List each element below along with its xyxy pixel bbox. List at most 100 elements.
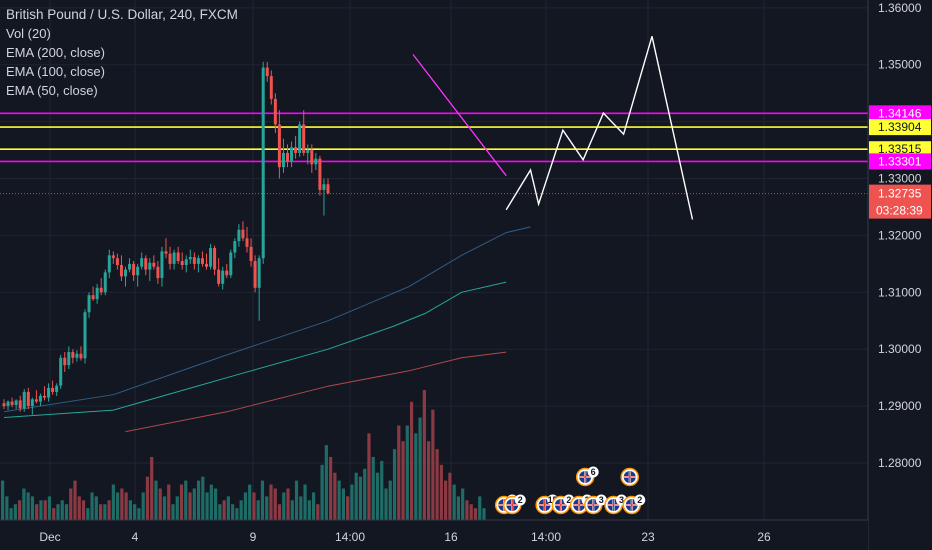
candle-down <box>286 152 289 162</box>
volume-bar <box>465 500 469 520</box>
uk-flag-icon[interactable] <box>620 467 639 487</box>
chart-legend: British Pound / U.S. Dollar, 240, FXCM V… <box>6 5 238 100</box>
event-markers[interactable]: 7215223326 <box>494 466 646 515</box>
candle-down <box>152 262 156 267</box>
uk-flag-icon[interactable]: 15 <box>535 494 559 515</box>
volume-bar <box>124 492 128 520</box>
volume-bar <box>52 508 56 520</box>
volume-bar <box>77 496 81 520</box>
candle-up <box>55 385 59 392</box>
volume-bar <box>277 504 282 520</box>
volume-bar <box>341 488 345 520</box>
indicator-ema-200[interactable]: EMA (200, close) <box>6 45 105 60</box>
volume-bar <box>39 500 43 520</box>
candle-down <box>144 258 148 270</box>
candle-down <box>253 261 257 288</box>
candle-up <box>22 391 26 409</box>
candles <box>2 61 330 415</box>
volume-bar <box>409 401 414 520</box>
horizontal-levels[interactable] <box>0 112 868 195</box>
ema-lines <box>3 226 531 433</box>
volume-bar <box>184 480 188 520</box>
volume-bar <box>86 508 90 520</box>
volume-bar <box>418 417 422 520</box>
event-count-badge <box>595 494 607 506</box>
candle-up <box>136 266 140 276</box>
volume-bar <box>375 472 380 520</box>
event-count: 3 <box>619 495 624 505</box>
volume-bar <box>320 464 324 520</box>
price-axis-background <box>868 0 932 550</box>
candle-down <box>10 401 14 405</box>
volume-bar <box>107 500 111 520</box>
volume-bar <box>256 500 260 520</box>
ema-200-line <box>125 351 507 433</box>
uk-flag-icon[interactable]: 3 <box>584 494 607 515</box>
volume-bar <box>482 508 486 520</box>
volume-bars <box>1 390 486 520</box>
candle-down <box>132 263 136 276</box>
volume-bar <box>469 504 473 520</box>
volume-bar <box>69 488 73 520</box>
price-tick-label: 1.29000 <box>878 399 922 413</box>
candle-up <box>290 147 294 162</box>
price-tick-label: 1.28000 <box>878 456 922 470</box>
indicator-ema-100[interactable]: EMA (100, close) <box>6 64 105 79</box>
price-tick-label: 1.33000 <box>878 172 922 186</box>
volume-bar <box>35 504 39 520</box>
volume-bar <box>427 441 431 520</box>
volume-bar <box>350 484 354 520</box>
uk-flag-icon[interactable]: 6 <box>575 466 599 487</box>
time-tick-label: 23 <box>641 530 655 544</box>
volume-bar <box>337 480 341 520</box>
candle-up <box>14 400 18 405</box>
candle-down <box>225 270 229 276</box>
candle-down <box>79 353 83 359</box>
candle-down <box>213 247 217 270</box>
volume-bar <box>269 484 273 520</box>
volume-bar <box>222 500 226 520</box>
volume-bar <box>30 496 35 520</box>
indicator-ema-50[interactable]: EMA (50, close) <box>6 83 98 98</box>
candle-up <box>306 150 310 153</box>
candle-up <box>160 251 164 279</box>
volume-bar <box>473 508 478 520</box>
volume-bar <box>9 508 13 520</box>
uk-flag-icon[interactable]: 2 <box>622 494 646 515</box>
candle-up <box>128 263 132 270</box>
volume-bar <box>133 504 137 520</box>
candle-down <box>265 67 269 77</box>
volume-bar <box>94 496 98 520</box>
symbol-title[interactable]: British Pound / U.S. Dollar, 240, FXCM <box>6 7 238 22</box>
indicator-volume[interactable]: Vol (20) <box>6 26 51 41</box>
candle-down <box>111 255 115 259</box>
volume-bar <box>290 500 294 520</box>
candle-down <box>43 395 46 398</box>
candle-up <box>233 241 237 253</box>
volume-bar <box>47 496 52 520</box>
event-count: 3 <box>599 495 604 505</box>
candle-up <box>75 353 79 358</box>
volume-bar <box>367 433 371 520</box>
candle-down <box>156 266 160 279</box>
projection-path[interactable] <box>505 36 694 220</box>
volume-bar <box>333 472 337 520</box>
candle-down <box>200 258 204 264</box>
price-tick-label: 1.35000 <box>878 58 922 72</box>
volume-bar <box>401 441 405 520</box>
drawings[interactable] <box>412 36 694 220</box>
candle-down <box>277 124 281 168</box>
candle-up <box>95 287 99 300</box>
volume-bar <box>478 496 482 520</box>
trendline[interactable] <box>412 54 507 177</box>
volume-bar <box>188 492 192 520</box>
uk-flag-icon[interactable]: 2 <box>503 494 526 515</box>
volume-bar <box>431 409 435 520</box>
candle-down <box>2 403 6 407</box>
volume-bar <box>265 496 269 520</box>
volume-bar <box>329 456 333 520</box>
